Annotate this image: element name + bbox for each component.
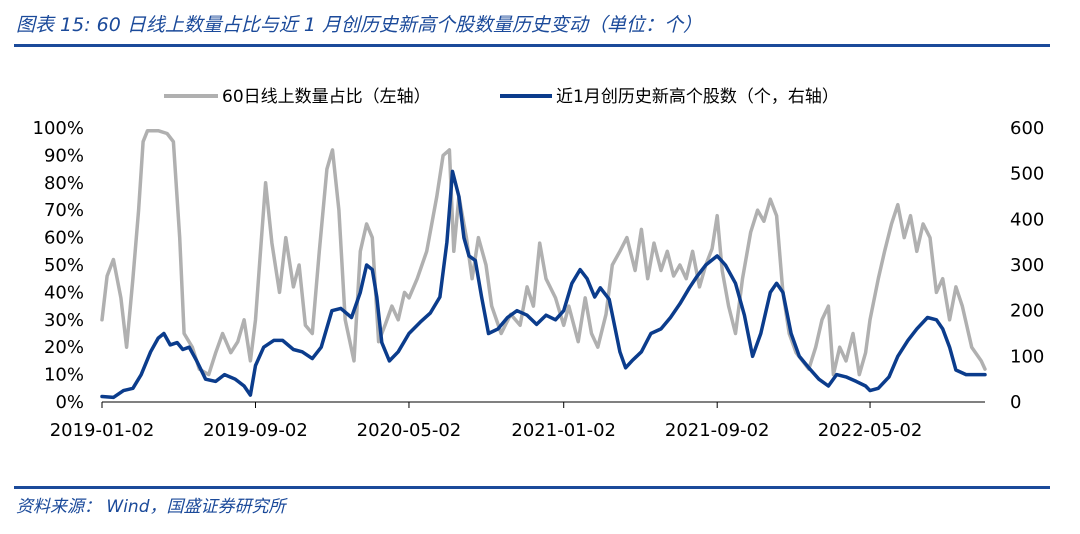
x-tick-label: 2021-01-02 xyxy=(511,420,616,441)
legend-label-left: 60日线上数量占比（左轴） xyxy=(222,87,431,107)
x-tick-label: 2021-09-02 xyxy=(665,420,770,441)
chart-title: 图表 15: 60 日线上数量占比与近 1 月创历史新高个股数量历史变动（单位：… xyxy=(16,14,703,36)
y-left-tick-label: 30% xyxy=(44,310,84,331)
x-tick-label: 2022-05-02 xyxy=(818,420,923,441)
y-right-tick-label: 400 xyxy=(1010,209,1044,230)
y-left-tick-label: 0% xyxy=(55,392,84,413)
axes: 0% 10% 20% 30% 40% 50% 60% 70% 80% 90% 100% 0 100 200… xyxy=(33,118,1045,441)
header-rule xyxy=(14,44,1050,47)
footer-rule xyxy=(14,486,1050,489)
y-right-tick-label: 600 xyxy=(1010,118,1044,139)
y-right-tick-label: 300 xyxy=(1010,255,1044,276)
y-left-tick-label: 20% xyxy=(44,337,84,358)
y-left-tick-label: 50% xyxy=(44,255,84,276)
series-line-right xyxy=(100,169,987,400)
x-tick-label: 2020-05-02 xyxy=(357,420,462,441)
y-left-tick-label: 70% xyxy=(44,200,84,221)
x-tick-label: 2019-09-02 xyxy=(203,420,308,441)
y-left-tick-label: 90% xyxy=(44,145,84,166)
x-tick-label: 2019-01-02 xyxy=(50,420,155,441)
y-left-tick-label: 40% xyxy=(44,282,84,303)
y-right-tick-label: 100 xyxy=(1010,346,1044,367)
y-right-tick-label: 500 xyxy=(1010,164,1044,185)
y-left-tick-label: 60% xyxy=(44,228,84,249)
source-note: 资料来源： Wind，国盛证券研究所 xyxy=(16,497,286,517)
series-group xyxy=(100,128,987,400)
legend-label-right: 近1月创历史新高个股数（个，右轴） xyxy=(556,87,839,107)
y-left-tick-label: 10% xyxy=(44,365,84,386)
legend: 60日线上数量占比（左轴） 近1月创历史新高个股数（个，右轴） xyxy=(164,87,839,107)
y-right-tick-label: 0 xyxy=(1010,392,1021,413)
y-left-tick-label: 100% xyxy=(33,118,84,139)
series-line-left xyxy=(100,128,987,377)
y-left-tick-label: 80% xyxy=(44,173,84,194)
y-right-tick-label: 200 xyxy=(1010,301,1044,322)
